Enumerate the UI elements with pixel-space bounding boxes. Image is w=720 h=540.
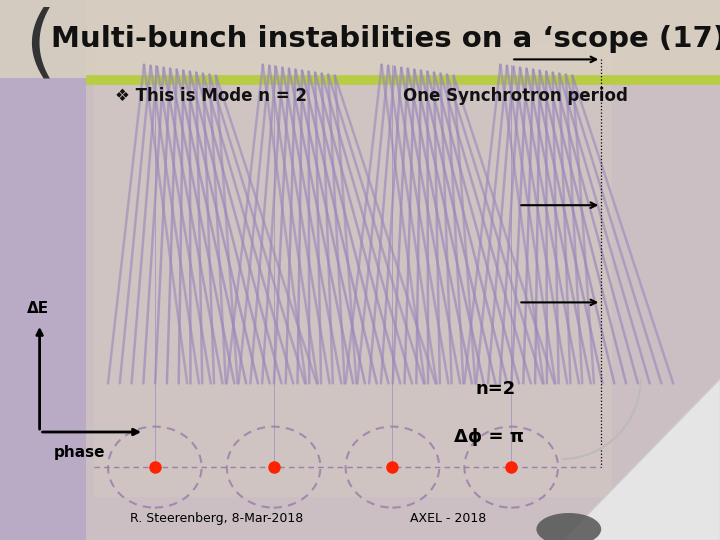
Bar (0, 0, 86, 540)
Text: Multi-bunch instabilities on a ‘scope (17): Multi-bunch instabilities on a ‘scope (1… (51, 25, 720, 53)
Text: (: ( (24, 7, 55, 85)
Text: AXEL - 2018: AXEL - 2018 (410, 512, 487, 525)
Ellipse shape (536, 513, 601, 540)
Bar (0, 0, 720, 78)
Text: phase: phase (54, 446, 106, 461)
Text: ΔE: ΔE (27, 301, 50, 316)
Bar (94, 43, 612, 497)
Polygon shape (562, 378, 720, 540)
Text: One Synchrotron period: One Synchrotron period (403, 86, 628, 105)
Text: Δϕ = π: Δϕ = π (454, 428, 523, 447)
Text: n=2: n=2 (475, 380, 516, 398)
Text: R. Steerenberg, 8-Mar-2018: R. Steerenberg, 8-Mar-2018 (130, 512, 303, 525)
Text: ❖ This is Mode n = 2: ❖ This is Mode n = 2 (115, 86, 307, 105)
